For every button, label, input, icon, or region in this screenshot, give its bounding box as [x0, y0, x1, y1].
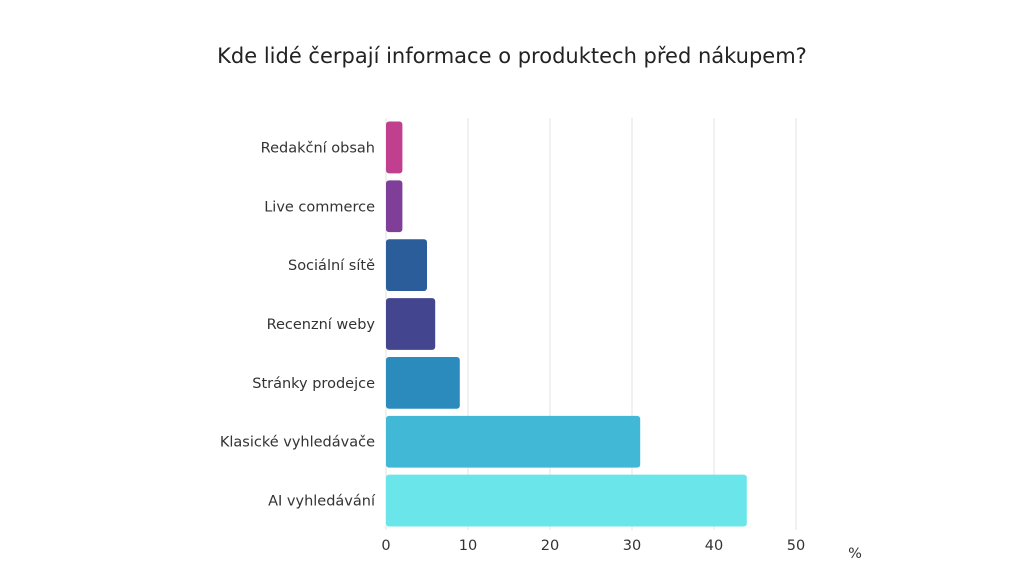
category-label: AI vyhledávání	[268, 494, 376, 510]
bar	[386, 415, 641, 468]
x-tick-label: 10	[459, 538, 477, 554]
x-tick-label: 0	[381, 538, 390, 554]
category-label: Redakční obsah	[261, 140, 375, 156]
x-tick-label: 50	[787, 538, 805, 554]
category-label: Live commerce	[264, 199, 375, 215]
category-label: Sociální sítě	[288, 258, 375, 274]
bar	[386, 121, 403, 174]
bar	[386, 474, 747, 527]
category-label: Recenzní weby	[267, 317, 376, 333]
x-tick-label: 30	[623, 538, 641, 554]
bar	[386, 239, 427, 292]
x-tick-label: 20	[541, 538, 559, 554]
x-axis-label: %	[848, 546, 862, 562]
x-tick-label: 40	[705, 538, 723, 554]
bar	[386, 180, 403, 233]
category-label: Stránky prodejce	[252, 376, 375, 392]
chart-title: Kde lidé čerpají informace o produktech …	[217, 44, 807, 68]
bar	[386, 356, 460, 409]
category-label: Klasické vyhledávače	[220, 435, 375, 451]
bar	[386, 298, 436, 350]
